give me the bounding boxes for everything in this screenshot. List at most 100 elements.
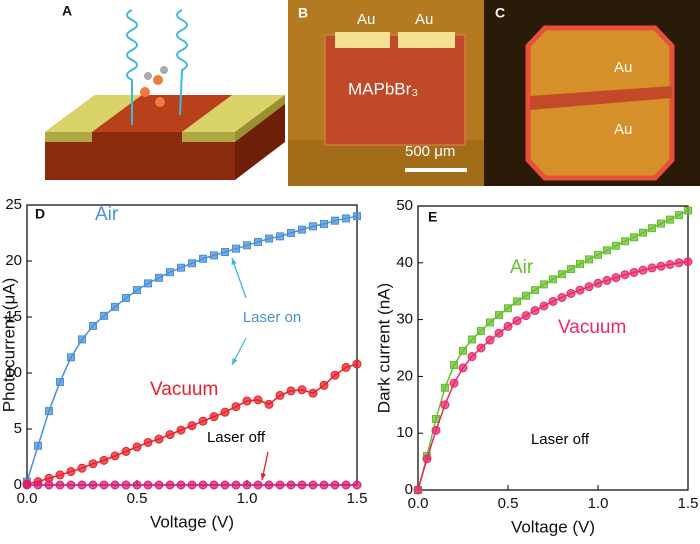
annotation: Laser on <box>243 309 301 326</box>
x-tick-label: 0.5 <box>127 490 148 507</box>
marker <box>88 459 98 469</box>
marker <box>154 480 164 490</box>
marker <box>198 480 208 490</box>
marker <box>648 224 656 233</box>
series-line <box>26 215 358 482</box>
marker <box>413 485 423 495</box>
marker <box>352 480 362 490</box>
y-tick-label: 10 <box>5 364 22 381</box>
marker <box>187 480 197 490</box>
marker <box>684 206 692 215</box>
marker <box>531 286 539 295</box>
marker <box>100 311 108 320</box>
marker <box>341 480 351 490</box>
marker <box>210 251 218 260</box>
y-tick-label: 20 <box>5 252 22 269</box>
marker <box>584 282 594 292</box>
marker <box>611 273 621 283</box>
series-label: Air <box>510 257 534 278</box>
marker <box>221 248 229 257</box>
marker <box>308 480 318 490</box>
au-label: Au <box>614 59 632 76</box>
marker <box>603 246 611 255</box>
x-tick-label: 1.0 <box>237 490 258 507</box>
scale-bar-label: 500 μm <box>405 143 455 160</box>
marker <box>66 480 76 490</box>
marker <box>253 480 263 490</box>
marker <box>77 463 87 473</box>
marker <box>594 250 602 259</box>
au-label: Au <box>614 121 632 138</box>
y-tick-label: 10 <box>396 424 413 441</box>
marker <box>187 421 197 431</box>
arrow-head <box>260 473 267 480</box>
marker <box>309 222 317 231</box>
marker <box>99 455 109 465</box>
marker <box>111 302 119 311</box>
marker <box>530 306 540 316</box>
y-tick-label: 30 <box>396 311 413 328</box>
marker <box>352 359 362 369</box>
marker <box>620 270 630 280</box>
marker <box>612 241 620 250</box>
marker <box>265 234 273 243</box>
marker <box>122 293 130 302</box>
marker <box>55 480 65 490</box>
x-tick-label: 1.0 <box>588 495 609 512</box>
y-tick-label: 5 <box>14 420 22 437</box>
marker <box>199 254 207 263</box>
series-label: Air <box>95 204 119 225</box>
annotation: Laser off <box>207 429 266 446</box>
marker <box>647 263 657 273</box>
marker <box>209 412 219 422</box>
marker <box>198 416 208 426</box>
marker <box>675 211 683 220</box>
marker <box>22 480 32 490</box>
panel-b <box>288 0 484 186</box>
marker <box>319 480 329 490</box>
marker <box>521 311 531 321</box>
x-tick-label: 1.5 <box>678 495 699 512</box>
marker <box>264 480 274 490</box>
au-label: Au <box>357 11 375 28</box>
marker <box>66 467 76 477</box>
marker <box>44 480 54 490</box>
marker <box>154 434 164 444</box>
marker <box>639 228 647 237</box>
marker <box>638 265 648 275</box>
marker <box>308 388 318 398</box>
marker <box>45 407 53 416</box>
marker <box>188 259 196 268</box>
marker <box>33 480 43 490</box>
marker <box>567 265 575 274</box>
y-tick-label: 50 <box>396 197 413 214</box>
series-line <box>417 260 689 491</box>
marker <box>176 425 186 435</box>
marker <box>341 362 351 372</box>
marker <box>657 219 665 228</box>
marker <box>242 396 252 406</box>
series-label: Vacuum <box>150 379 218 400</box>
y-tick-label: 20 <box>396 367 413 384</box>
marker <box>319 380 329 390</box>
marker <box>56 377 64 386</box>
marker <box>331 216 339 225</box>
marker <box>89 321 97 330</box>
marker <box>99 480 109 490</box>
panel-label: E <box>428 209 437 225</box>
y-tick-label: 25 <box>5 196 22 213</box>
marker <box>264 399 274 409</box>
marker <box>110 451 120 461</box>
arrow <box>231 257 247 299</box>
arrow-head <box>231 258 237 265</box>
marker <box>110 480 120 490</box>
marker <box>431 425 441 435</box>
marker <box>231 402 241 412</box>
marker <box>576 259 584 268</box>
x-tick-label: 0.5 <box>498 495 519 512</box>
marker <box>165 430 175 440</box>
marker <box>297 480 307 490</box>
marker <box>485 335 495 345</box>
marker <box>298 225 306 234</box>
marker <box>220 480 230 490</box>
